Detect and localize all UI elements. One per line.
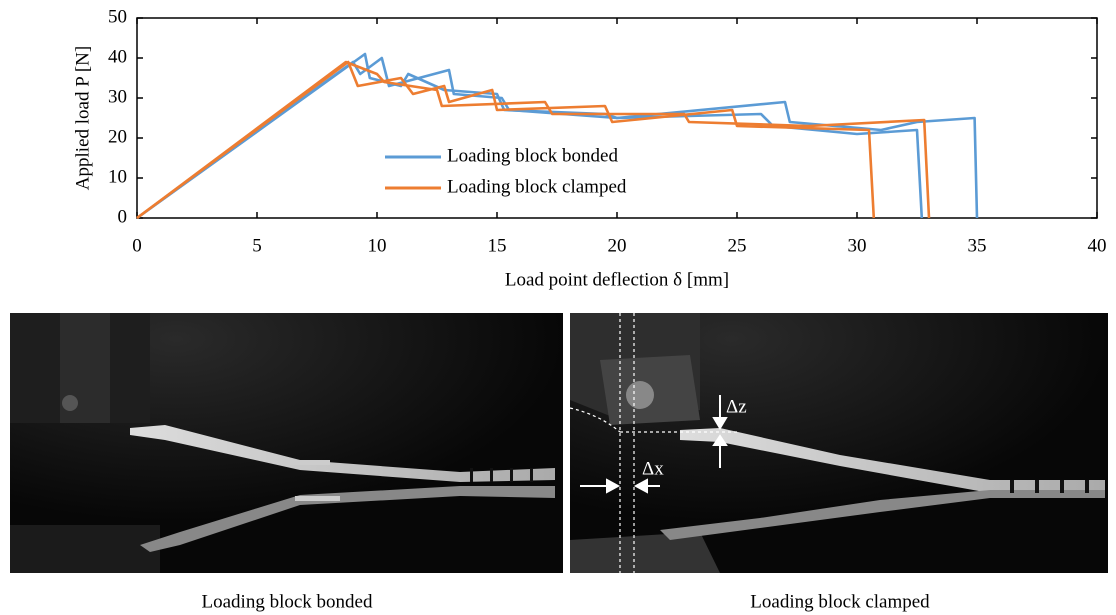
y-tick-label: 10 xyxy=(108,166,127,187)
x-axis-label: Load point deflection δ [mm] xyxy=(505,269,729,290)
data-line xyxy=(136,60,931,220)
x-tick-label: 15 xyxy=(488,235,507,256)
y-tick-label: 20 xyxy=(108,126,127,147)
caption: Loading block bonded xyxy=(202,591,373,612)
chart: Load point deflection δ [mm] Applied loa… xyxy=(72,6,1107,290)
y-tick-label: 50 xyxy=(108,6,127,27)
legend-label: Loading block bonded xyxy=(447,145,618,166)
photo-bonded xyxy=(10,313,563,573)
x-tick-label: 0 xyxy=(132,235,142,256)
x-tick-label: 25 xyxy=(728,235,747,256)
x-tick-label: 30 xyxy=(848,235,867,256)
x-tick-label: 20 xyxy=(608,235,627,256)
data-line xyxy=(136,60,876,220)
x-tick-label: 5 xyxy=(252,235,262,256)
x-tick-label: 10 xyxy=(368,235,387,256)
y-tick-label: 0 xyxy=(118,206,128,227)
photo-clamped: Δz Δx xyxy=(569,313,1108,573)
x-tick-label: 40 xyxy=(1088,235,1107,256)
data-line xyxy=(136,56,924,220)
x-tick-label: 35 xyxy=(968,235,987,256)
annotation: Δx xyxy=(642,458,664,479)
y-tick-label: 30 xyxy=(108,86,127,107)
photos: Δz Δx Loading block bonded Loading block… xyxy=(10,313,1108,612)
legend-label: Loading block clamped xyxy=(447,176,627,197)
y-axis-label: Applied load P [N] xyxy=(72,46,93,190)
annotation: Δz xyxy=(726,396,747,417)
caption: Loading block clamped xyxy=(750,591,930,612)
y-tick-label: 40 xyxy=(108,46,127,67)
